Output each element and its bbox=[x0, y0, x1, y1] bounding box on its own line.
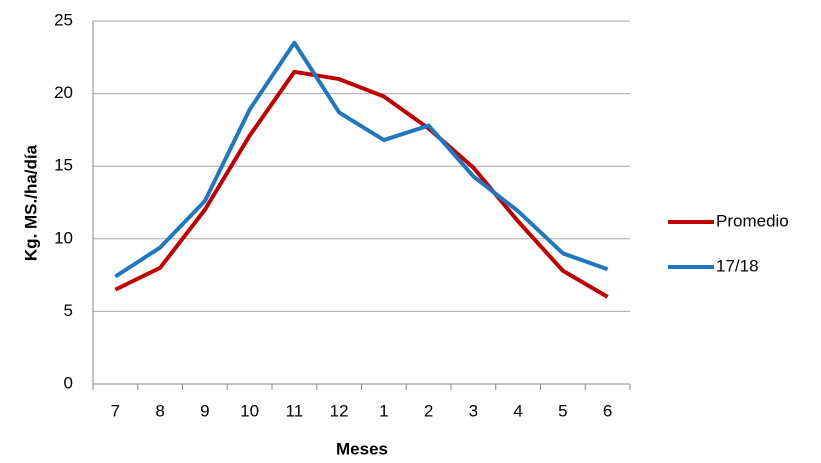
legend-label: Promedio bbox=[716, 211, 789, 230]
series-line bbox=[114, 69, 609, 299]
x-tick-label: 5 bbox=[558, 401, 567, 420]
y-tick-label: 0 bbox=[64, 373, 73, 392]
legend-label: 17/18 bbox=[716, 256, 759, 275]
y-tick-label: 25 bbox=[54, 10, 73, 29]
y-tick-label: 5 bbox=[64, 301, 73, 320]
x-tick-label: 3 bbox=[469, 401, 478, 420]
x-tick-label: 2 bbox=[424, 401, 433, 420]
x-tick-label: 7 bbox=[111, 401, 120, 420]
x-tick-label: 6 bbox=[603, 401, 612, 420]
y-tick-label: 10 bbox=[54, 228, 73, 247]
x-tick-label: 11 bbox=[286, 401, 304, 420]
x-tick-label: 12 bbox=[330, 401, 349, 420]
x-tick-label: 4 bbox=[513, 401, 522, 420]
x-tick-label: 1 bbox=[379, 401, 388, 420]
x-tick-label: 8 bbox=[155, 401, 164, 420]
y-tick-label: 15 bbox=[54, 156, 73, 175]
y-axis-label: Kg. MS./ha/día bbox=[21, 144, 40, 261]
x-axis-label: Meses bbox=[336, 439, 388, 458]
series-line bbox=[114, 40, 609, 279]
x-tick-label: 10 bbox=[240, 401, 259, 420]
x-tick-label: 9 bbox=[200, 401, 209, 420]
y-tick-label: 20 bbox=[54, 83, 73, 102]
